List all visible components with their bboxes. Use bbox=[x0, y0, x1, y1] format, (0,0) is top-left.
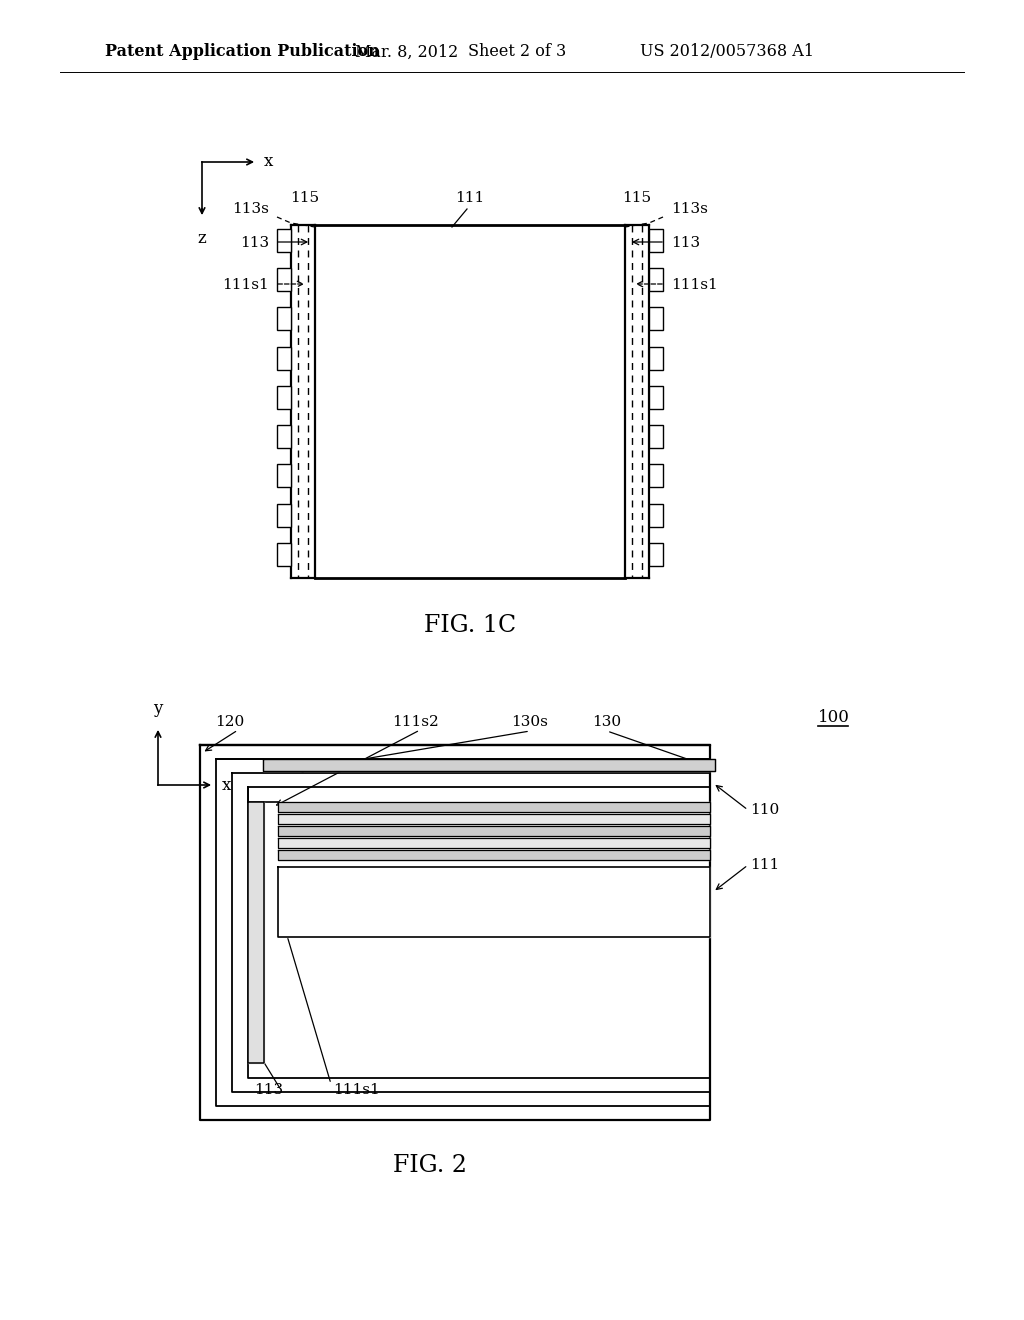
Text: Mar. 8, 2012: Mar. 8, 2012 bbox=[355, 44, 459, 61]
Bar bbox=[278, 543, 291, 566]
Text: FIG. 1C: FIG. 1C bbox=[424, 615, 516, 638]
Text: 111s1: 111s1 bbox=[222, 279, 269, 292]
Text: 110: 110 bbox=[750, 803, 779, 817]
Bar bbox=[649, 308, 663, 330]
Text: 111: 111 bbox=[750, 858, 779, 873]
Polygon shape bbox=[278, 850, 710, 861]
Text: y: y bbox=[154, 700, 163, 717]
Text: Sheet 2 of 3: Sheet 2 of 3 bbox=[468, 44, 566, 61]
Text: 115: 115 bbox=[623, 191, 651, 205]
Text: 113s: 113s bbox=[671, 202, 708, 216]
Text: FIG. 2: FIG. 2 bbox=[393, 1154, 467, 1176]
Text: 111s1: 111s1 bbox=[333, 1082, 380, 1097]
Bar bbox=[649, 268, 663, 292]
Bar bbox=[649, 385, 663, 409]
Text: 113: 113 bbox=[671, 236, 700, 249]
Text: z: z bbox=[198, 230, 207, 247]
Polygon shape bbox=[263, 759, 715, 771]
Bar bbox=[278, 308, 291, 330]
Text: 111: 111 bbox=[456, 191, 484, 205]
Text: US 2012/0057368 A1: US 2012/0057368 A1 bbox=[640, 44, 814, 61]
Bar bbox=[278, 503, 291, 527]
Text: 130: 130 bbox=[593, 715, 622, 729]
Bar bbox=[649, 465, 663, 487]
Polygon shape bbox=[278, 838, 710, 847]
Bar bbox=[649, 503, 663, 527]
Bar bbox=[278, 425, 291, 447]
Text: 115: 115 bbox=[291, 191, 319, 205]
Bar bbox=[278, 385, 291, 409]
Bar bbox=[278, 228, 291, 252]
Polygon shape bbox=[278, 814, 710, 824]
Polygon shape bbox=[278, 803, 710, 812]
Text: 130s: 130s bbox=[512, 715, 549, 729]
Bar bbox=[649, 425, 663, 447]
Text: Patent Application Publication: Patent Application Publication bbox=[105, 44, 380, 61]
Bar bbox=[278, 347, 291, 370]
Text: 120: 120 bbox=[215, 715, 245, 729]
Text: 113: 113 bbox=[240, 236, 269, 249]
Bar bbox=[649, 347, 663, 370]
Text: x: x bbox=[264, 153, 273, 170]
Polygon shape bbox=[248, 803, 264, 1063]
Bar bbox=[278, 268, 291, 292]
Text: 113: 113 bbox=[254, 1082, 283, 1097]
Text: 113s: 113s bbox=[232, 202, 269, 216]
Text: 100: 100 bbox=[818, 710, 850, 726]
Bar bbox=[278, 465, 291, 487]
Bar bbox=[649, 543, 663, 566]
Text: 111s1: 111s1 bbox=[671, 279, 718, 292]
Bar bbox=[649, 228, 663, 252]
Polygon shape bbox=[278, 867, 710, 937]
Text: x: x bbox=[222, 776, 231, 793]
Polygon shape bbox=[278, 826, 710, 836]
Text: 111s2: 111s2 bbox=[391, 715, 438, 729]
